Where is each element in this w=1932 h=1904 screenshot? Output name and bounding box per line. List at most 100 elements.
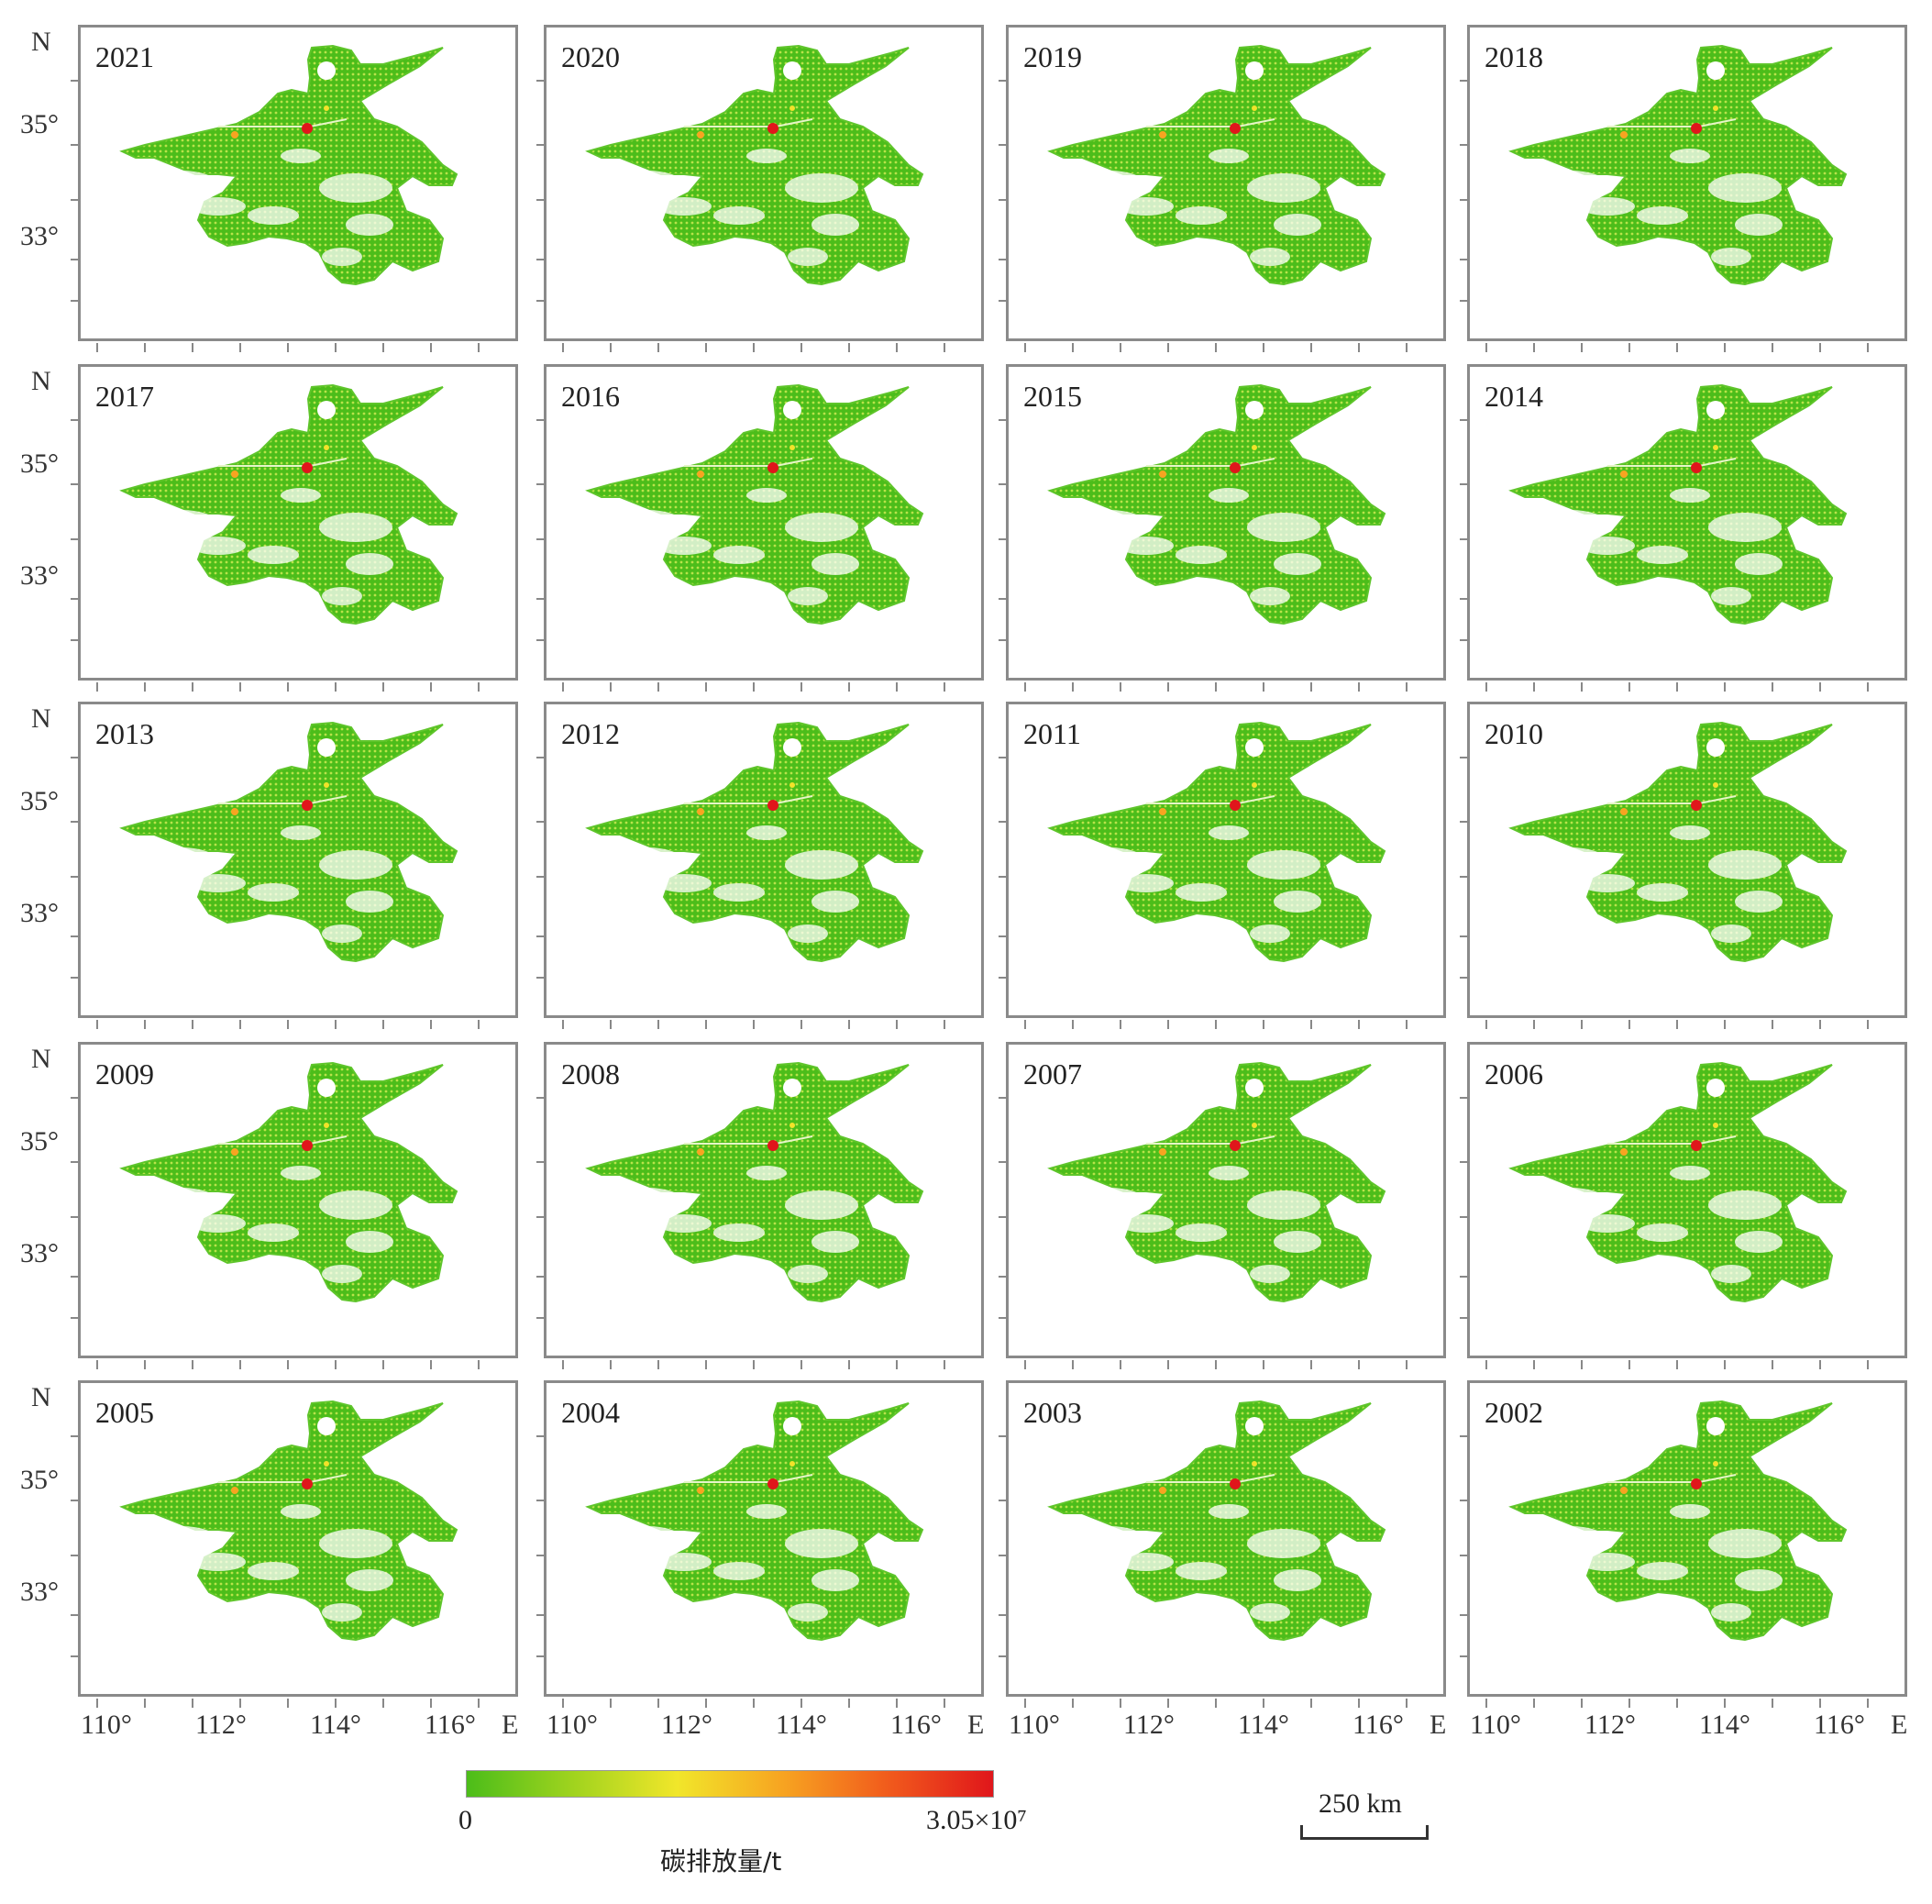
longitude-tick [382,682,384,692]
hotspot-zhengzhou [302,1478,313,1489]
longitude-tick [1485,1699,1487,1708]
latitude-tick-label: 33° [20,1238,59,1268]
longitude-tick [657,682,659,692]
sparse-area [657,1553,712,1571]
latitude-tick [1460,639,1469,641]
longitude-tick [1310,1699,1312,1708]
latitude-tick [1460,483,1469,485]
map-panel-2010: 2010 [1467,702,1907,1018]
latitude-tick [71,1500,80,1501]
longitude-tick [287,1360,289,1369]
latitude-tick [536,199,546,201]
sparse-area [1247,513,1320,542]
hotspot-luoyang [1620,131,1628,138]
hotspot-zhengzhou [1230,800,1241,811]
longitude-tick [1358,343,1360,352]
latitude-tick [71,1097,80,1099]
longitude-tick [430,682,432,692]
longitude-tick [1120,1360,1121,1369]
latitude-tick [1460,1555,1469,1556]
latitude-tick [999,199,1008,201]
east-axis-label: E [1430,1710,1447,1740]
province-map-2021 [119,44,458,286]
latitude-tick [999,419,1008,421]
panel-year-label: 2005 [95,1396,154,1429]
panel-year-label: 2003 [1023,1396,1082,1429]
panel-year-label: 2008 [561,1057,620,1090]
province-region [119,383,458,625]
longitude-tick [287,1020,289,1029]
longitude-tick [944,1020,945,1029]
hotspot-minor [1713,782,1718,788]
longitude-tick [896,343,898,352]
sparse-area [613,171,682,196]
latitude-tick [1460,259,1469,260]
longitude-tick [192,1020,193,1029]
latitude-tick [71,538,80,540]
longitude-tick [192,682,193,692]
hotspot-zhengzhou [302,800,313,811]
sparse-area [713,546,765,564]
longitude-tick [1676,1020,1678,1029]
longitude-tick [1310,1360,1312,1369]
latitude-tick [1460,199,1469,201]
sparse-area [657,874,712,892]
longitude-tick [944,682,945,692]
sparse-area [1075,1188,1144,1213]
longitude-tick [144,1020,146,1029]
hotspot-luoyang [1159,131,1166,138]
longitude-tick-label: 116° [1352,1710,1404,1740]
sparse-area [346,1231,393,1253]
longitude-tick [562,682,564,692]
sparse-area [713,206,765,225]
sparse-area [1637,1223,1688,1242]
latitude-tick [1460,419,1469,421]
latitude-tick [536,1161,546,1163]
longitude-tick [1533,682,1535,692]
longitude-tick [1724,682,1726,692]
longitude-tick [239,1699,241,1708]
latitude-tick [536,598,546,600]
longitude-tick [1867,682,1869,692]
east-axis-label: E [1891,1710,1908,1740]
province-region [119,44,458,286]
sparse-area [788,1265,828,1283]
longitude-tick [562,343,564,352]
latitude-tick [71,1161,80,1163]
latitude-tick [71,1216,80,1218]
panel-year-label: 2010 [1485,717,1543,750]
latitude-tick [999,757,1008,758]
panel-year-label: 2018 [1485,40,1543,73]
province-map-2015 [1047,383,1386,625]
latitude-tick [536,1276,546,1278]
hotspot-luoyang [231,1487,238,1494]
longitude-tick [144,682,146,692]
sparse-area [1670,488,1710,503]
sparse-area [1580,537,1635,555]
sparse-area [147,1526,216,1552]
longitude-tick [335,1360,337,1369]
hotspot-zhengzhou [1230,1478,1241,1489]
latitude-tick [536,1317,546,1319]
latitude-tick [536,538,546,540]
longitude-tick [1628,1699,1630,1708]
longitude-tick [1263,343,1264,352]
latitude-tick [1460,538,1469,540]
sparse-area [1708,1190,1782,1220]
scale-bar-label: 250 km [1319,1788,1402,1819]
longitude-tick [430,1020,432,1029]
province-region [1047,1400,1386,1642]
longitude-tick [896,682,898,692]
sparse-area [322,1265,362,1283]
longitude-tick [1581,1699,1583,1708]
lake-gap [1706,738,1725,757]
longitude-tick [478,1699,480,1708]
longitude-tick [1628,1020,1630,1029]
longitude-tick [657,1360,659,1369]
sparse-area [248,883,299,902]
sparse-area [1274,891,1321,913]
lake-gap [1245,1079,1264,1097]
sparse-area [1735,214,1783,236]
longitude-tick [1263,682,1264,692]
hotspot-zhengzhou [1230,462,1241,473]
